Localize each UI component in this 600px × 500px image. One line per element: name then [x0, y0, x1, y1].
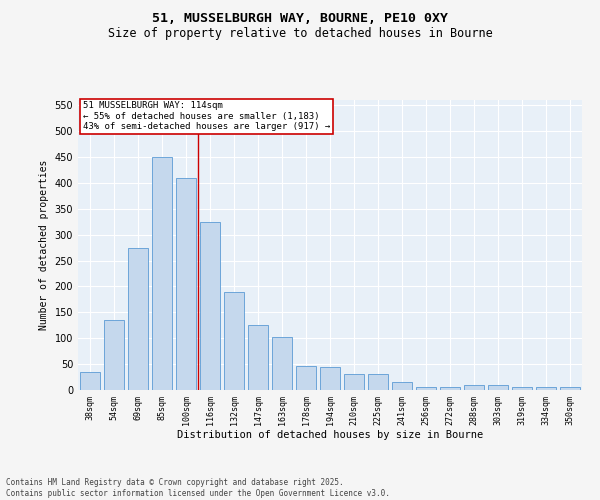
Bar — [104, 320, 124, 390]
X-axis label: Distribution of detached houses by size in Bourne: Distribution of detached houses by size … — [177, 430, 483, 440]
Text: 51 MUSSELBURGH WAY: 114sqm
← 55% of detached houses are smaller (1,183)
43% of s: 51 MUSSELBURGH WAY: 114sqm ← 55% of deta… — [83, 102, 330, 132]
Bar — [488, 385, 508, 390]
Text: Size of property relative to detached houses in Bourne: Size of property relative to detached ho… — [107, 28, 493, 40]
Bar — [128, 248, 148, 390]
Bar — [176, 178, 196, 390]
Bar — [152, 157, 172, 390]
Bar — [248, 326, 268, 390]
Bar — [296, 366, 316, 390]
Bar — [272, 336, 292, 390]
Bar — [440, 388, 460, 390]
Bar — [368, 374, 388, 390]
Bar — [344, 374, 364, 390]
Bar — [320, 366, 340, 390]
Bar — [464, 385, 484, 390]
Bar — [200, 222, 220, 390]
Bar — [512, 388, 532, 390]
Bar — [560, 388, 580, 390]
Bar — [224, 292, 244, 390]
Text: Contains HM Land Registry data © Crown copyright and database right 2025.
Contai: Contains HM Land Registry data © Crown c… — [6, 478, 390, 498]
Bar — [536, 388, 556, 390]
Y-axis label: Number of detached properties: Number of detached properties — [39, 160, 49, 330]
Bar — [80, 372, 100, 390]
Text: 51, MUSSELBURGH WAY, BOURNE, PE10 0XY: 51, MUSSELBURGH WAY, BOURNE, PE10 0XY — [152, 12, 448, 26]
Bar — [392, 382, 412, 390]
Bar — [416, 388, 436, 390]
